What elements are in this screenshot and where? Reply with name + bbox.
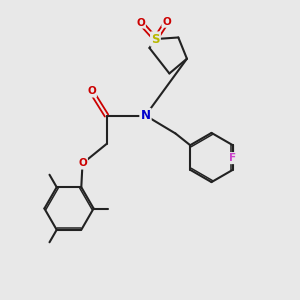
Text: O: O [78, 158, 87, 169]
Text: N: N [140, 109, 151, 122]
Text: O: O [87, 86, 96, 97]
Text: O: O [163, 17, 171, 27]
Text: F: F [229, 153, 236, 163]
Text: O: O [136, 18, 145, 28]
Text: S: S [151, 33, 160, 46]
